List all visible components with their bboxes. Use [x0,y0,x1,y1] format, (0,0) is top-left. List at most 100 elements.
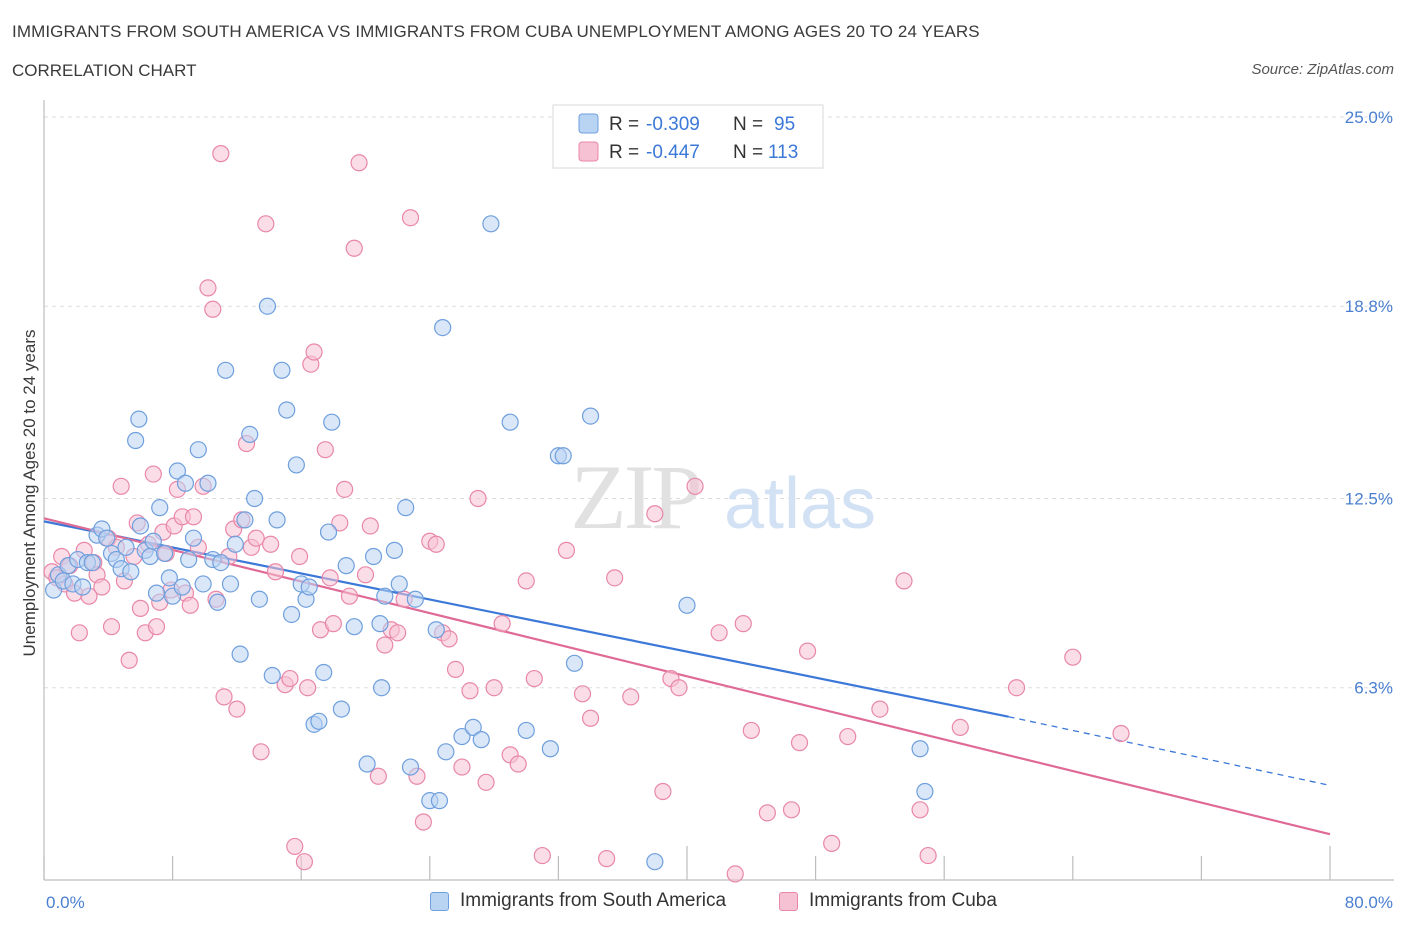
cuba-point [1112,724,1130,743]
cuba-point [257,215,275,233]
cuba-point [871,700,889,718]
south-america-point [541,740,559,758]
south-america-point [376,587,394,605]
cuba-point [316,441,334,459]
cuba-point [120,651,138,669]
grid [44,116,1394,689]
cuba-point [299,679,317,697]
cuba-point [509,755,527,773]
south-america-point [401,758,420,776]
south-america-point [315,663,333,682]
south-america-point [434,318,452,337]
south-america-point [278,401,296,419]
cuba-point [356,566,375,584]
cuba-point [199,279,217,297]
stats-n-label-1: N = [733,114,763,135]
cuba-point [184,508,203,526]
legend-item-south-america: Immigrants from South America [430,890,726,912]
cuba-point [331,514,349,532]
cuba-point [606,569,624,587]
south-america-point [472,731,490,749]
cuba-point [654,782,672,801]
cuba-point [517,572,535,590]
cuba-point [461,682,479,700]
south-america-point [231,645,249,663]
cuba-point [286,837,304,856]
cuba-point [321,569,339,587]
south-america-point [371,615,389,633]
watermark-atlas: atlas [724,464,876,544]
south-america-point [517,721,535,740]
cuba-point [477,773,495,791]
south-america-point [319,523,338,541]
south-america-point [364,547,383,566]
cuba-trend-line [43,517,1331,836]
south-america-point [151,499,169,517]
south-america-point [73,578,92,596]
cuba-point [305,343,323,361]
legend-swatch-cuba [779,891,798,911]
cuba-point [324,615,342,633]
south-america-point [397,499,415,517]
cuba-point [295,853,314,871]
data-points [43,145,1130,883]
south-america-point [911,740,929,758]
cuba-point [525,669,543,688]
cuba-point [798,642,817,660]
cuba-point [112,477,130,495]
cuba-point [1064,648,1082,666]
cuba-point [350,154,368,172]
x-tick-label: 80.0% [1345,893,1393,912]
stats-r-label-1: R = [609,114,639,135]
south-america-point [390,575,408,593]
axes: 6.3% 12.5% 18.8% 25.0% 0.0% 80.0% [43,100,1394,912]
cuba-point [1007,679,1026,697]
cuba-point [726,865,744,883]
y-tick-label: 18.8% [1345,297,1393,316]
cuba-point [734,615,752,633]
cuba-point [414,813,432,831]
south-america-point [323,413,341,431]
cuba-point [533,846,551,865]
cuba-point [262,535,280,553]
south-america-point [98,529,116,547]
cuba-point [951,718,969,737]
stats-n-value-1: 95 [774,114,795,135]
cuba-point [453,758,471,776]
south-america-point [464,718,482,737]
south-america-point [83,553,101,572]
south-america-point [453,727,471,746]
south-america-point [160,569,178,587]
cuba-point [581,709,600,727]
south-america-point [310,712,328,730]
cuba-point [646,505,664,523]
south-america-point [372,679,391,697]
south-america-point [345,618,363,636]
legend-item-cuba: Immigrants from Cuba [779,890,997,912]
cuba-point [670,679,688,697]
south-america-point [258,297,277,315]
south-america-point [127,431,145,450]
legend-label-south-america: Immigrants from South America [460,890,727,911]
south-america-point [263,666,281,685]
south-america-point [678,596,696,614]
cuba-point [839,727,857,746]
south-america-point [406,590,424,608]
cuba-point [204,300,222,318]
south-america-point [144,532,162,550]
cuba-point [147,618,166,636]
south-america-point [117,538,135,556]
cuba-point [252,743,270,761]
cuba-point [369,767,387,785]
stats-swatch-south-america [578,113,599,134]
south-america-point [184,529,203,547]
south-america-point [194,575,212,593]
watermark: ZIP atlas [571,446,877,548]
stats-legend: R = -0.309 N = 95 R = -0.447 N = 113 [552,104,824,169]
south-america-point [581,407,600,425]
cuba-point [573,685,592,703]
stats-r-label-2: R = [609,142,639,163]
south-america-point [131,517,150,535]
chart-source: Source: ZipAtlas.com [1251,61,1394,78]
cuba-point [895,572,913,590]
